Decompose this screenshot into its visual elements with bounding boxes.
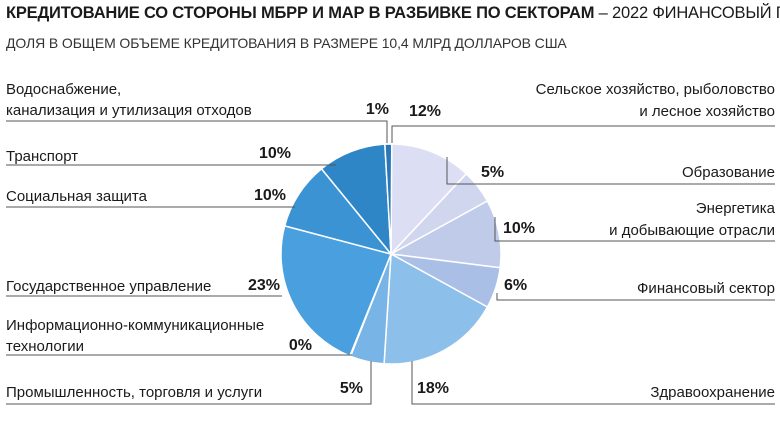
slice-value-edu: 5% (481, 164, 504, 181)
slice-value-agri: 12% (409, 103, 441, 120)
slice-value-gov: 23% (248, 277, 280, 294)
pie-slices (280, 143, 502, 365)
leader-line-fin (496, 293, 775, 301)
slice-value-fin: 6% (504, 277, 527, 294)
slice-label-gov: Государственное управление (6, 278, 211, 295)
chart-title-dash: – (594, 4, 613, 22)
slice-label-water-line1: Водоснабжение, (6, 81, 121, 98)
chart-title: КРЕДИТОВАНИЕ СО СТОРОНЫ МБРР И МАР В РАЗ… (6, 4, 780, 23)
slice-labels: Сельское хозяйство, рыболовство и лесное … (6, 81, 776, 401)
slice-value-energy: 10% (503, 220, 535, 237)
chart-title-main: КРЕДИТОВАНИЕ СО СТОРОНЫ МБРР И МАР В РАЗ… (6, 4, 595, 22)
leader-line-industry (6, 361, 372, 405)
slice-value-social: 10% (254, 187, 286, 204)
leader-lines (6, 120, 775, 405)
slice-label-energy-line2: и добывающие отрасли (609, 222, 775, 239)
leader-line-agri (391, 125, 775, 143)
leader-line-edu (446, 157, 775, 185)
pie-slice-health (383, 252, 489, 365)
chart-subtitle: ДОЛЯ В ОБЩЕМ ОБЪЕМЕ КРЕДИТОВАНИЯ В РАЗМЕ… (6, 35, 567, 51)
slice-value-transport: 10% (259, 145, 291, 162)
slice-label-agri-line2: и лесное хозяйство (639, 103, 775, 120)
leader-line-energy (494, 217, 775, 242)
slice-label-industry: Промышленность, торговля и услуги (6, 384, 262, 401)
leader-line-health (411, 361, 775, 405)
leader-line-water (6, 120, 388, 143)
slice-value-health: 18% (417, 380, 449, 397)
slice-label-ict-line2: технологии (6, 338, 84, 355)
slice-label-edu: Образование (682, 164, 775, 181)
slice-label-transport: Транспорт (6, 148, 78, 165)
pie-slice-gov (280, 224, 393, 357)
slice-value-ict: 0% (289, 337, 312, 354)
slice-label-fin: Финансовый сектор (637, 280, 775, 297)
pie-slice-water (384, 143, 393, 255)
slice-label-ict-line1: Информационно-коммуникационные (6, 317, 264, 334)
slice-label-energy-line1: Энергетика (696, 200, 776, 217)
slice-label-agri-line1: Сельское хозяйство, рыболовство (536, 81, 775, 98)
slice-value-water: 1% (366, 101, 389, 118)
slice-label-health: Здравоохранение (650, 384, 775, 401)
slice-value-industry: 5% (340, 380, 363, 397)
chart-title-year: 2022 ФИНАНСОВЫЙ ГОД (612, 4, 780, 22)
slice-label-water-line2: канализация и утилизация отходов (6, 102, 252, 119)
slice-label-social: Социальная защита (6, 188, 148, 205)
